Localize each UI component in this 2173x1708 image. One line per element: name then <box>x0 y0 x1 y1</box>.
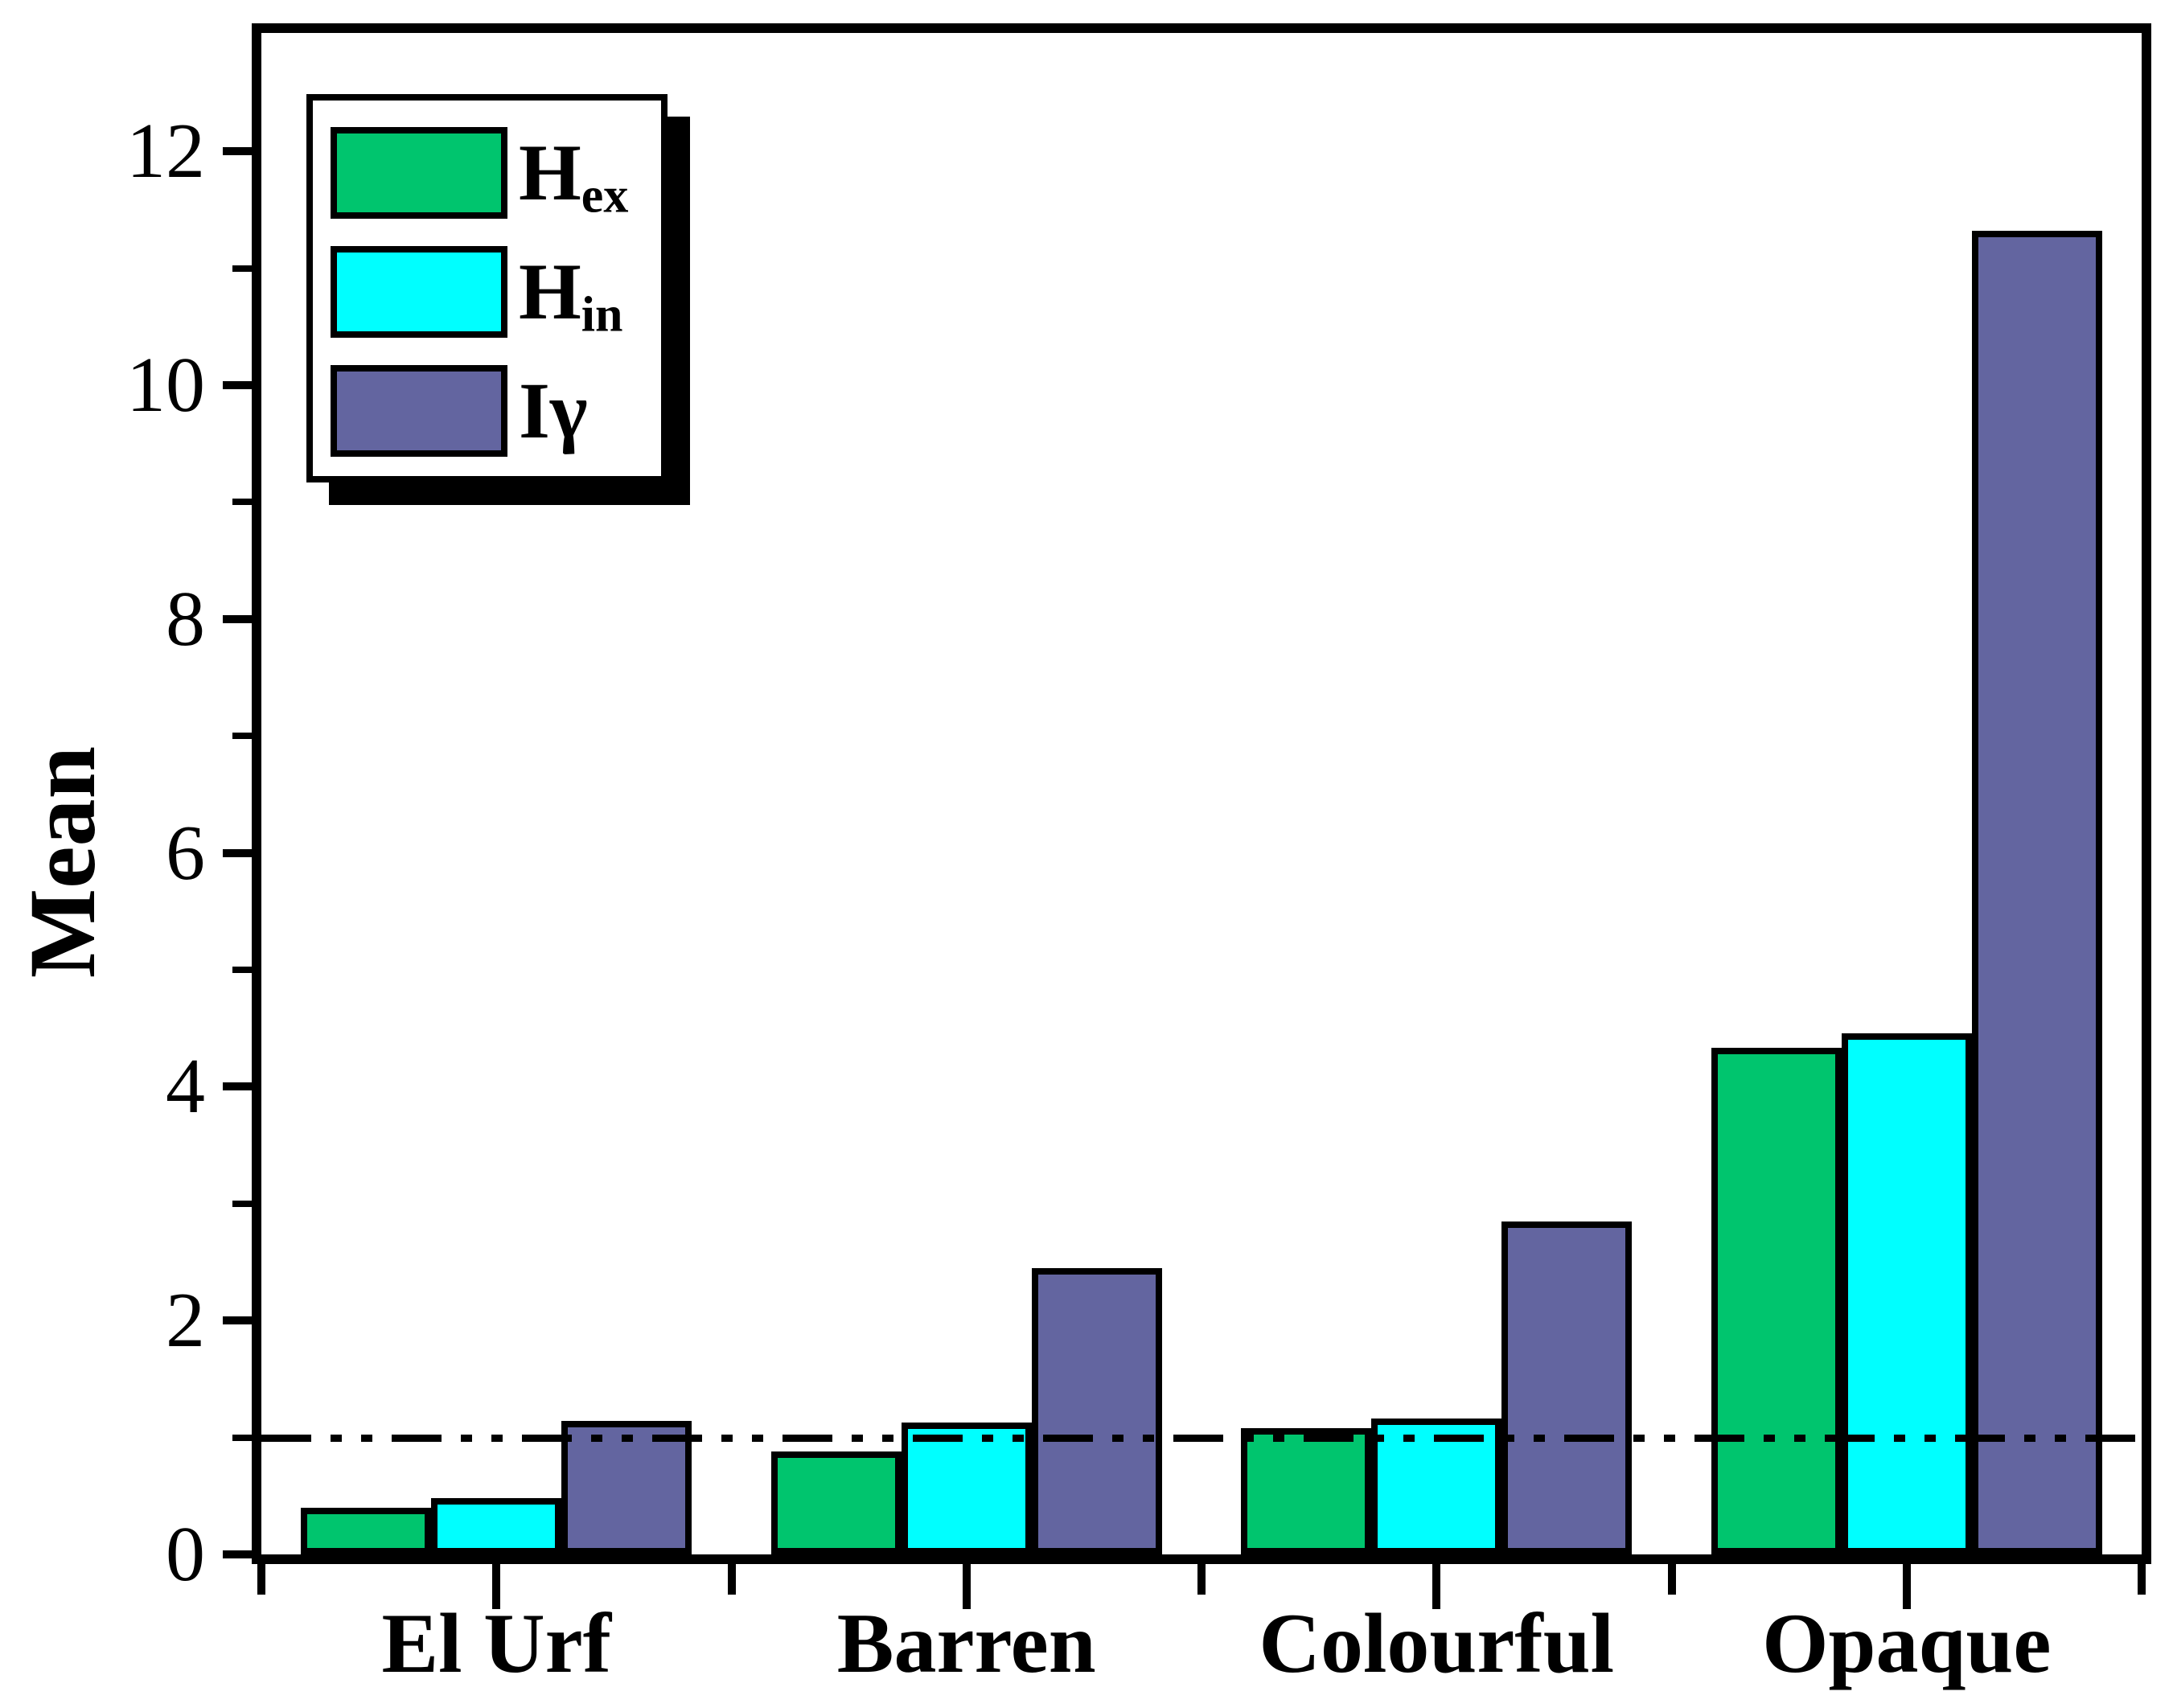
y-axis-minor-tick <box>232 499 252 506</box>
bar-Hin-barren <box>902 1423 1032 1554</box>
bar-Hin-el-urf <box>431 1498 561 1554</box>
y-axis-tick-label: 8 <box>166 575 205 663</box>
legend-label-Hin: Hin <box>519 247 623 343</box>
x-axis-boundary-tick <box>727 1564 736 1595</box>
y-axis-major-tick <box>223 1550 252 1558</box>
y-axis-tick-label: 10 <box>126 342 205 429</box>
y-axis-minor-tick <box>232 967 252 973</box>
plot-area: Hex Hin Iγ 0 2 4 6 8 10 12 El Urf Barren Colourful O… <box>126 23 2151 1689</box>
y-axis-tick-label: 0 <box>166 1511 205 1598</box>
y-axis-minor-tick <box>232 1434 252 1441</box>
y-axis-major-tick <box>223 848 252 857</box>
legend-swatch-Igamma <box>331 365 507 457</box>
category-label: Opaque <box>1762 1596 2052 1690</box>
bar-Hex-opaque <box>1711 1048 1842 1554</box>
y-axis-minor-tick <box>232 1200 252 1207</box>
x-axis-major-tick <box>1902 1564 1911 1609</box>
x-axis-boundary-tick <box>1197 1564 1206 1595</box>
legend-label-Hex: Hex <box>519 128 629 224</box>
bar-Hex-barren <box>771 1451 902 1554</box>
bar-Hex-el-urf <box>301 1508 431 1554</box>
x-axis-major-tick <box>492 1564 501 1609</box>
y-axis-tick-label: 2 <box>166 1277 205 1365</box>
y-axis-major-tick <box>223 614 252 623</box>
y-axis-minor-tick <box>232 265 252 272</box>
category-label: Colourful <box>1259 1596 1615 1690</box>
x-axis-boundary-tick <box>1667 1564 1676 1595</box>
bar-Igamma-el-urf <box>561 1421 692 1554</box>
category-label: Barren <box>836 1596 1096 1690</box>
y-axis-major-tick <box>223 1082 252 1091</box>
y-axis-tick-label: 6 <box>166 809 205 897</box>
category-label: El Urf <box>381 1596 612 1690</box>
reference-line <box>261 1434 2142 1442</box>
bar-Hex-colourful <box>1241 1428 1371 1554</box>
y-axis-minor-tick <box>232 733 252 740</box>
y-axis-major-tick <box>223 147 252 156</box>
y-axis-tick-label: 12 <box>126 108 205 195</box>
bar-Hin-opaque <box>1842 1033 1972 1554</box>
legend-swatch-Hin <box>331 246 507 338</box>
legend-row-Hin: Hin <box>331 232 661 351</box>
legend-swatch-Hex <box>331 127 507 219</box>
legend-row-Igamma: Iγ <box>331 351 661 470</box>
y-axis-major-tick <box>223 381 252 389</box>
y-axis-major-tick <box>223 1316 252 1325</box>
legend: Hex Hin Iγ <box>306 94 668 482</box>
x-axis-major-tick <box>962 1564 971 1609</box>
legend-label-Igamma: Iγ <box>519 366 588 455</box>
x-axis-major-tick <box>1432 1564 1441 1609</box>
legend-row-Hex: Hex <box>331 113 661 232</box>
bar-Igamma-barren <box>1032 1268 1162 1554</box>
y-axis-tick-label: 4 <box>166 1043 205 1131</box>
bar-Igamma-colourful <box>1501 1221 1632 1554</box>
x-axis-boundary-tick <box>2138 1564 2146 1595</box>
x-axis-boundary-tick <box>257 1564 265 1595</box>
bar-Igamma-opaque <box>1972 231 2102 1554</box>
